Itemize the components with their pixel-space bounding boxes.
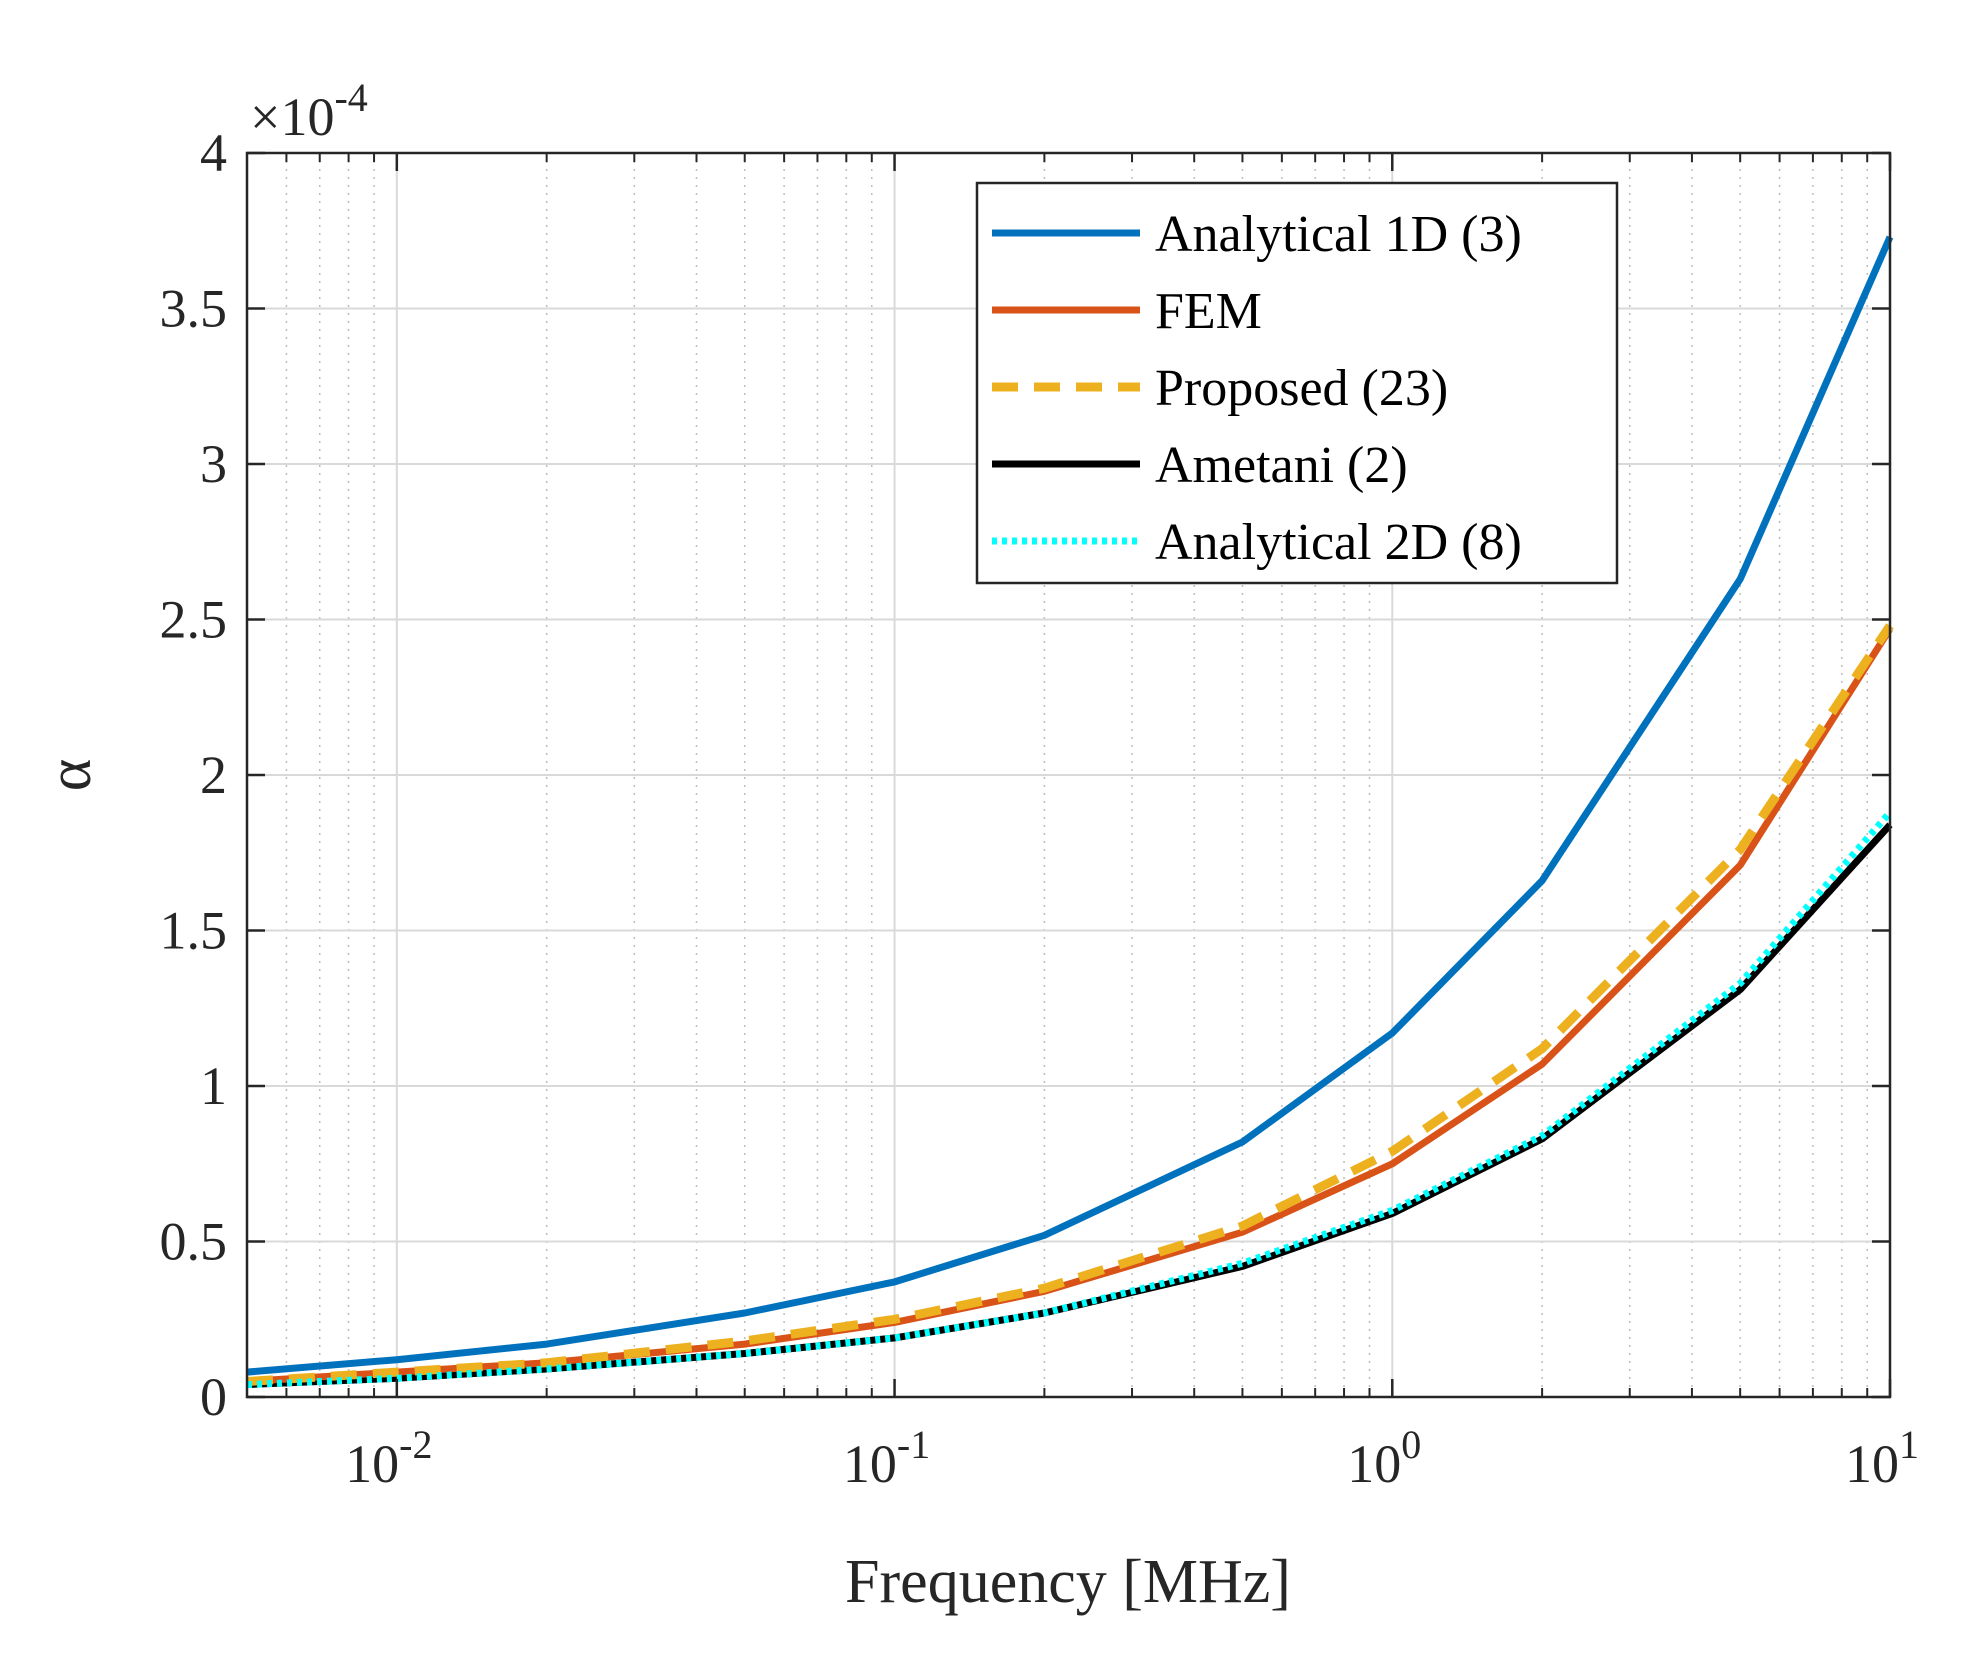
legend-label: Analytical 2D (8) (1155, 514, 1522, 571)
x-tick-label: 101 (1845, 1422, 1919, 1494)
x-tick-label: 10-1 (843, 1422, 930, 1494)
y-tick-label: 4 (200, 123, 227, 183)
legend-label: FEM (1155, 283, 1262, 340)
x-axis-label: Frequency [MHz] (845, 1548, 1291, 1616)
legend: Analytical 1D (3) FEM Proposed (23) Ametani… (975, 181, 1619, 585)
x-tick-label-exponent: 0 (1401, 1422, 1421, 1467)
x-tick-label-exponent: 1 (1899, 1422, 1919, 1467)
x-tick-label-exponent: -1 (897, 1422, 930, 1467)
y-tick-label: 0 (200, 1367, 227, 1427)
x-tick-label-exponent: -2 (399, 1422, 432, 1467)
y-tick-label: 0.5 (160, 1212, 228, 1272)
series-line-proposed-23 (246, 623, 1894, 1386)
x-tick-label-base: 10 (345, 1434, 399, 1494)
x-tick-label-base: 10 (843, 1434, 897, 1494)
legend-label: Proposed (23) (1155, 360, 1448, 417)
y-multiplier: ×10-4 (250, 75, 368, 147)
x-tick-labels: 10-2 10-1 100 101 (345, 1422, 1919, 1494)
legend-label: Analytical 1D (3) (1155, 206, 1522, 263)
legend-label: Ametani (2) (1155, 437, 1408, 494)
y-tick-label: 2.5 (160, 590, 228, 650)
series-line-analytical-1d-3 (246, 235, 1894, 1376)
y-tick-label: 1.5 (160, 901, 228, 961)
y-multiplier-base: ×10 (250, 87, 334, 147)
x-tick-label: 100 (1347, 1422, 1421, 1494)
y-multiplier-exponent: -4 (334, 75, 367, 120)
y-tick-label: 3 (200, 434, 227, 494)
tick-marks (247, 151, 1892, 1399)
x-tick-label-base: 10 (1845, 1434, 1899, 1494)
y-tick-label: 2 (200, 745, 227, 805)
series-line-analytical-2d-8 (246, 809, 1893, 1389)
y-tick-label: 3.5 (160, 279, 228, 339)
y-tick-label: 1 (200, 1056, 227, 1116)
x-tick-label-base: 10 (1347, 1434, 1401, 1494)
x-tick-label: 10-2 (345, 1422, 432, 1494)
y-tick-labels: 0 0.5 1 1.5 2 2.5 3 3.5 4 (160, 123, 228, 1427)
y-axis-label: α (36, 759, 104, 791)
series-layer (246, 235, 1894, 1389)
